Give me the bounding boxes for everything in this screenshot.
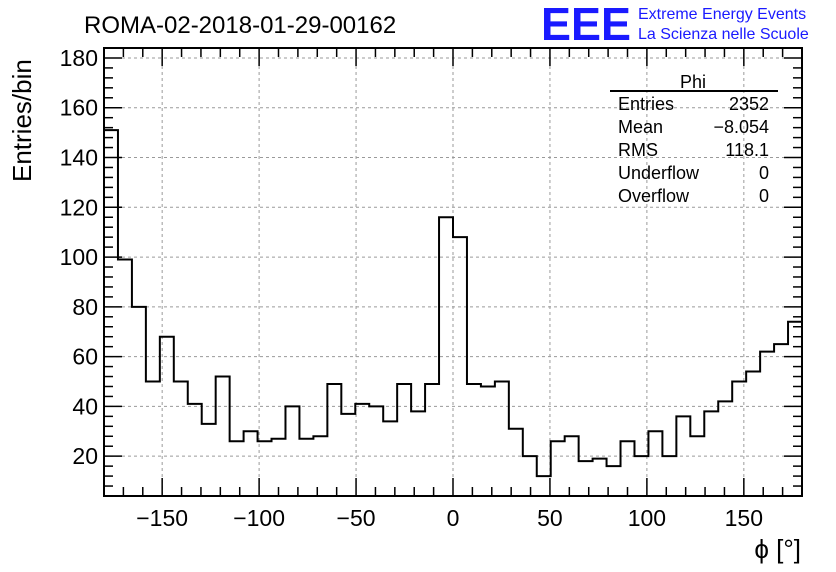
stats-label-entries: Entries [618, 94, 674, 114]
stats-title: Phi [680, 72, 706, 92]
x-tick-label: 100 [628, 505, 666, 531]
x-tick-label: 50 [537, 505, 563, 531]
stats-value-underflow: 0 [759, 163, 769, 183]
y-tick-label: 80 [72, 294, 98, 320]
y-axis-label: Entries/bin [7, 59, 37, 182]
x-axis-label: ϕ [°] [754, 534, 801, 564]
x-tick-label: −100 [233, 505, 285, 531]
y-tick-label: 120 [60, 194, 98, 220]
stats-label-mean: Mean [618, 117, 663, 137]
x-tick-label: −50 [337, 505, 376, 531]
eee-logo: EEE Extreme Energy Events La Scienza nel… [541, 0, 809, 50]
grid-lines [104, 48, 802, 496]
x-tick-label: 150 [725, 505, 763, 531]
stats-value-entries: 2352 [729, 94, 769, 114]
stats-value-rms: 118.1 [725, 140, 769, 160]
logo-line1: Extreme Energy Events [638, 6, 806, 23]
logo-line2: La Scienza nelle Scuole [638, 26, 809, 43]
y-tick-label: 140 [60, 145, 98, 171]
stats-label-rms: RMS [618, 140, 658, 160]
chart-title: ROMA-02-2018-01-29-00162 [84, 12, 396, 39]
stats-box: Phi Entries 2352 Mean −8.054 RMS 118.1 U… [610, 72, 778, 206]
x-tick-label: 0 [447, 505, 460, 531]
y-tick-label: 100 [60, 244, 98, 270]
y-tick-label: 40 [72, 393, 98, 419]
tick-labels: 20 40 60 80 100 120 140 160 180 −150 −100 −50 0 50 100… [60, 45, 763, 531]
stats-label-underflow: Underflow [618, 163, 700, 183]
axis-ticks [104, 47, 802, 497]
stats-value-mean: −8.054 [713, 117, 769, 137]
y-tick-label: 60 [72, 344, 98, 370]
y-tick-label: 20 [72, 443, 98, 469]
x-tick-label: −150 [136, 505, 188, 531]
y-tick-label: 160 [60, 95, 98, 121]
logo-mark: EEE [541, 0, 631, 50]
histogram-line [104, 129, 802, 478]
stats-label-overflow: Overflow [618, 186, 690, 206]
y-tick-label: 180 [60, 45, 98, 71]
stats-value-overflow: 0 [759, 186, 769, 206]
